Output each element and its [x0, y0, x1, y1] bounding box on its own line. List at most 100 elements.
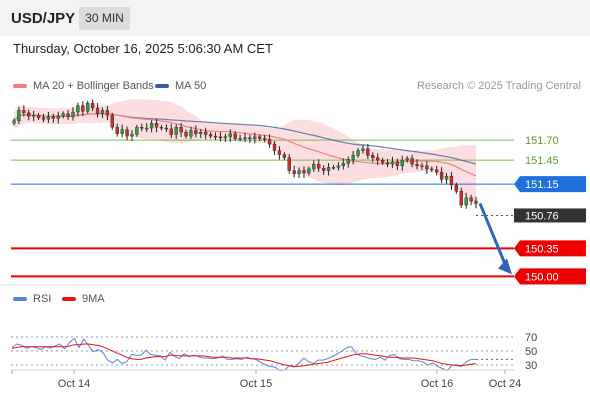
candle-18: [100, 107, 105, 118]
candle-body: [336, 165, 341, 168]
candle-55: [282, 152, 286, 161]
candle-38: [199, 129, 203, 139]
candle-body: [366, 148, 370, 156]
ma9-swatch: [62, 297, 76, 301]
candle-body: [385, 162, 390, 165]
candle-86: [435, 166, 439, 176]
candle-9: [56, 111, 60, 124]
candle-59: [302, 166, 306, 178]
candle-body: [135, 127, 139, 135]
candle-body: [17, 110, 21, 122]
legend-ma20-label: MA 20 + Bollinger Bands: [33, 80, 154, 92]
candle-body: [238, 138, 242, 140]
candle-body: [61, 113, 65, 117]
candle-body: [27, 112, 31, 117]
candle-body: [228, 133, 232, 138]
candle-88: [444, 173, 449, 184]
candle-body: [110, 115, 114, 128]
candle-body: [272, 143, 277, 151]
candle-60: [307, 166, 311, 176]
level-151-15-label: 151.15: [525, 179, 559, 191]
candle-46: [238, 134, 242, 142]
candle-39: [204, 127, 208, 140]
candle-4: [31, 110, 36, 122]
candle-84: [425, 161, 429, 174]
candle-body: [376, 157, 380, 161]
candle-87: [439, 167, 444, 184]
candle-body: [86, 103, 90, 112]
legend-ma50: MA 50: [155, 80, 206, 92]
candle-body: [361, 148, 365, 151]
candle-73: [371, 152, 375, 163]
candle-27: [145, 123, 149, 132]
candle-body: [169, 128, 173, 135]
candle-69: [351, 150, 355, 165]
candle-92: [464, 192, 468, 209]
level-151-45-label: 151.45: [525, 155, 559, 167]
candle-40: [208, 132, 213, 139]
candle-20: [110, 112, 114, 130]
level-150-76-label: 150.76: [525, 210, 559, 222]
candle-body: [81, 105, 85, 112]
candle-body: [115, 127, 119, 134]
candle-6: [41, 113, 46, 123]
candle-body: [425, 165, 429, 170]
x-tick-label: Oct 16: [421, 378, 453, 390]
candle-body: [351, 155, 355, 160]
candle-body: [317, 163, 321, 169]
candle-85: [430, 166, 434, 173]
candle-body: [213, 135, 218, 138]
candle-body: [194, 130, 198, 134]
candle-64: [326, 163, 331, 176]
symbol-label: USD/JPY: [11, 10, 76, 27]
candle-1: [17, 106, 21, 124]
candle-body: [302, 170, 306, 174]
candle-79: [400, 155, 404, 171]
candle-26: [140, 123, 144, 132]
x-tick-label: Oct 14: [58, 378, 90, 390]
candle-19: [105, 106, 110, 121]
candle-body: [243, 137, 247, 139]
candle-body: [464, 197, 468, 206]
candle-body: [390, 161, 395, 165]
timeframe-button[interactable]: 30 MIN: [79, 7, 130, 30]
rsi-tick-70: 70: [525, 332, 537, 344]
candle-90: [454, 182, 459, 194]
candle-28: [149, 120, 154, 133]
candle-body: [125, 129, 129, 137]
candle-body: [297, 170, 301, 174]
candle-body: [105, 110, 110, 116]
candle-2: [22, 105, 26, 117]
candle-41: [213, 132, 218, 140]
candle-80: [405, 156, 409, 163]
candle-25: [135, 124, 139, 137]
candle-body: [46, 116, 51, 120]
candle-body: [321, 167, 326, 171]
candle-body: [145, 127, 149, 130]
candle-body: [341, 163, 345, 166]
level-150-00-label: 150.00: [525, 271, 559, 283]
candle-body: [41, 117, 46, 120]
candle-61: [312, 160, 316, 172]
rsi-swatch: [13, 297, 27, 301]
candle-body: [449, 175, 454, 186]
candle-body: [189, 130, 193, 137]
candle-78: [395, 158, 400, 171]
candle-body: [253, 136, 257, 139]
chart-datetime: Thursday, October 16, 2025 5:06:30 AM CE…: [13, 41, 273, 56]
ma20-swatch: [13, 84, 27, 88]
candle-70: [356, 148, 360, 158]
candle-45: [233, 131, 237, 141]
forecast-arrow-shaft: [478, 202, 508, 267]
candle-body: [159, 127, 164, 129]
ma50-swatch: [155, 84, 169, 88]
candle-58: [297, 167, 301, 179]
candle-57: [292, 165, 296, 178]
x-tick-label: Oct 15: [240, 378, 272, 390]
candle-body: [36, 115, 41, 118]
candle-body: [223, 136, 228, 139]
candle-body: [420, 165, 424, 167]
candle-56: [287, 154, 291, 174]
candle-body: [380, 159, 385, 163]
candle-34: [179, 122, 183, 138]
